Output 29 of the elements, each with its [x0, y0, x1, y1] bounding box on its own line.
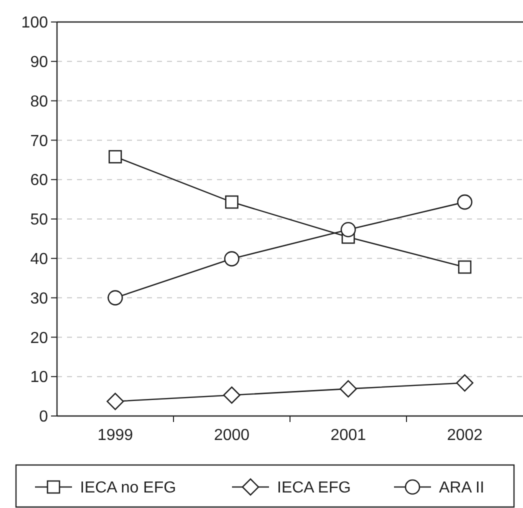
legend-label: ARA II: [439, 480, 484, 497]
point: [108, 150, 122, 164]
x-tick-label: 2001: [330, 427, 366, 444]
y-tick-label: 10: [30, 369, 48, 386]
y-tick-label: 50: [30, 212, 48, 229]
point: [457, 194, 472, 210]
y-tick-label: 70: [30, 132, 48, 150]
point: [456, 374, 474, 392]
y-tick-label: 80: [30, 93, 48, 110]
x-tick-label: 2000: [214, 427, 250, 444]
point: [224, 251, 240, 266]
y-tick-label: 40: [30, 251, 48, 268]
x-tick-label: 2002: [446, 427, 483, 444]
point: [106, 392, 124, 410]
legend-label: IECA no EFG: [80, 480, 176, 497]
point: [458, 260, 472, 274]
point: [340, 380, 357, 398]
point: [225, 195, 238, 209]
y-tick-label: 100: [21, 14, 48, 32]
y-tick-label: 90: [30, 54, 48, 71]
point: [340, 222, 356, 238]
y-tick-label: 20: [30, 330, 48, 347]
y-tick-label: 60: [30, 172, 48, 190]
point: [108, 290, 123, 306]
y-tick-label: 0: [39, 408, 48, 426]
x-tick-label: 1999: [97, 427, 134, 444]
point: [223, 386, 240, 404]
legend-label: IECA EFG: [277, 480, 351, 497]
y-tick-label: 30: [30, 290, 48, 308]
